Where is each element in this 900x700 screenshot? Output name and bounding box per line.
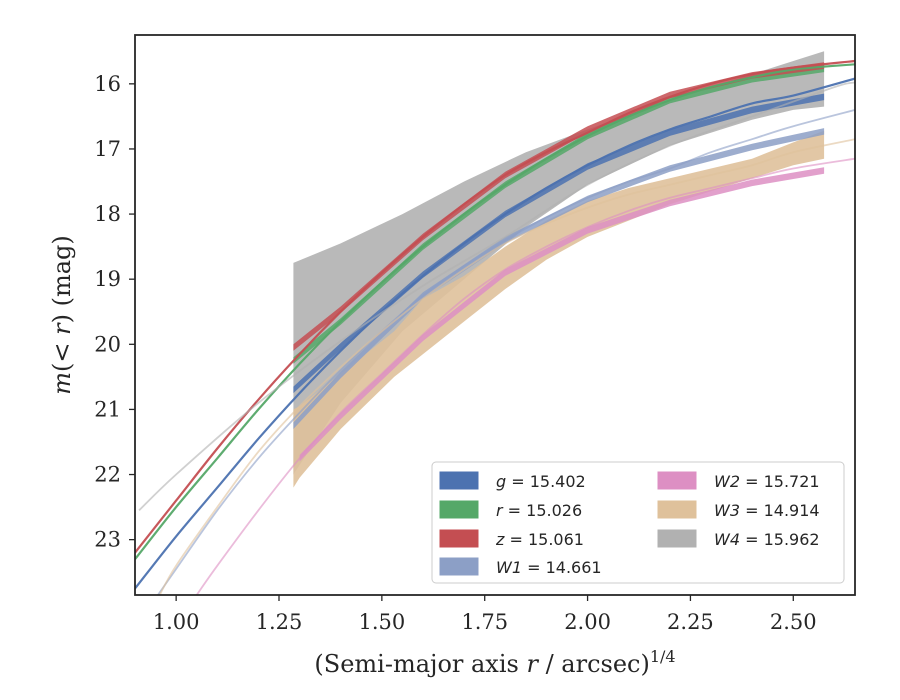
y-tick-label: 18 <box>94 202 121 226</box>
x-tick-label: 2.25 <box>667 610 714 634</box>
curve-r-model <box>135 63 855 560</box>
x-tick-label: 1.00 <box>153 610 200 634</box>
x-tick-label: 2.50 <box>770 610 817 634</box>
curve-w2-model <box>195 157 855 595</box>
y-tick-label: 17 <box>94 137 121 161</box>
x-tick-label: 1.75 <box>461 610 508 634</box>
legend-swatch-w2 <box>657 471 697 490</box>
legend-swatch-w3 <box>657 500 697 519</box>
curve-w1-model <box>156 109 855 595</box>
legend-swatch-w1 <box>439 557 479 576</box>
model-curves <box>135 59 855 595</box>
legend-label-w1: W1 = 14.661 <box>496 558 602 577</box>
legend-box <box>431 461 845 584</box>
legend-swatch-g <box>439 471 479 490</box>
legend-swatch-r <box>439 500 479 519</box>
legend: g = 15.402 r = 15.026 z = 15.061 W1 = 14.66… <box>431 461 845 584</box>
legend-label-r: r = 15.026 <box>496 501 582 520</box>
y-tick-label: 21 <box>94 397 121 421</box>
y-tick-label: 20 <box>94 332 121 356</box>
curve-w3-model <box>158 138 855 595</box>
plot-frame <box>134 34 856 596</box>
x-tick-label: 1.50 <box>358 610 405 634</box>
y-tick-label: 16 <box>94 72 121 96</box>
y-tick-label: 23 <box>94 528 121 552</box>
y-tick-label: 19 <box>94 267 121 291</box>
x-tick-label: 1.25 <box>256 610 303 634</box>
x-axis-label: (Semi-major axis r / arcsec)1/4 <box>314 647 675 678</box>
legend-label-w4: W4 = 15.962 <box>714 530 820 549</box>
legend-swatch-z <box>439 529 479 548</box>
legend-label-z: z = 15.061 <box>495 530 584 549</box>
legend-label-w3: W3 = 14.914 <box>714 501 820 520</box>
curve-w4-model <box>138 81 855 511</box>
y-axis-ticks: 16 17 18 19 20 21 22 23 <box>94 72 135 552</box>
legend-label-g: g = 15.402 <box>496 472 586 491</box>
legend-label-w2: W2 = 15.721 <box>714 472 820 491</box>
legend-swatch-w4 <box>657 529 697 548</box>
measured-bands <box>293 51 825 488</box>
band-w3-measured <box>293 130 825 488</box>
curve-g-model <box>135 77 855 590</box>
y-axis-label: m(< r) (mag) <box>48 235 76 395</box>
band-w4-measured <box>293 51 825 475</box>
y-tick-label: 22 <box>94 463 121 487</box>
x-tick-label: 2.00 <box>564 610 611 634</box>
x-axis-ticks: 1.00 1.25 1.50 1.75 2.00 2.25 2.50 <box>153 595 817 634</box>
